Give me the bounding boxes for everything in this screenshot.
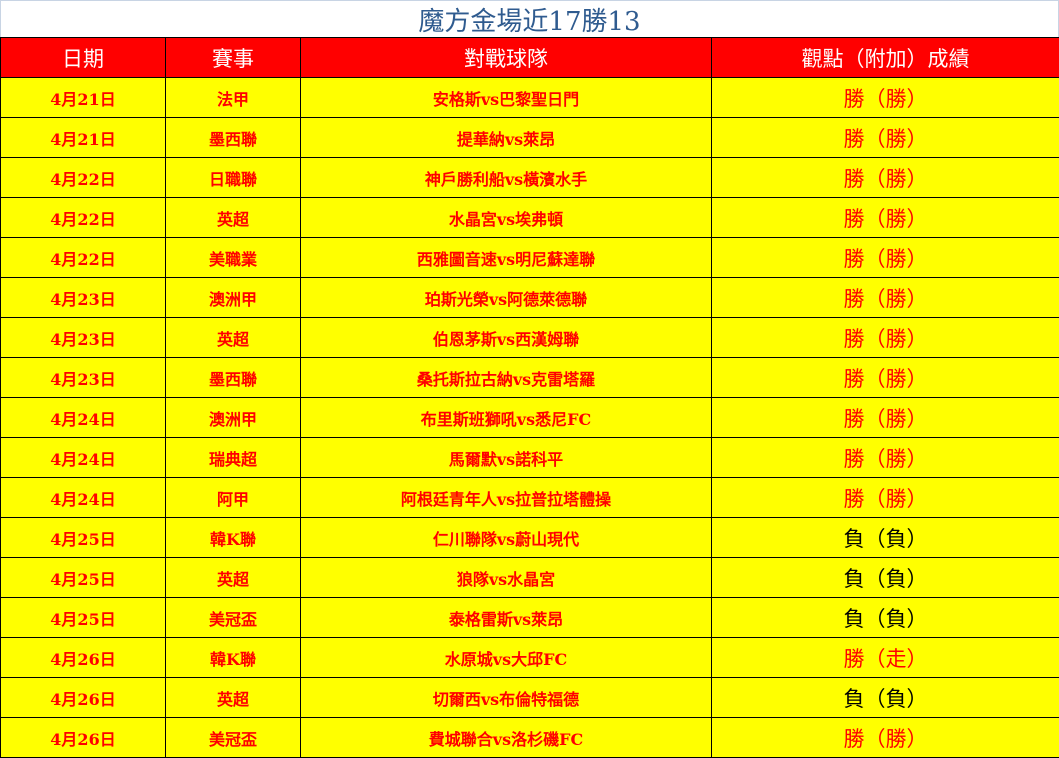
league-cell: 英超 — [166, 198, 301, 238]
league-cell: 英超 — [166, 318, 301, 358]
result-cell: 勝（勝） — [712, 718, 1059, 758]
date-cell: 4月25日 — [1, 598, 166, 638]
result-cell: 勝（勝） — [712, 358, 1059, 398]
result-cell: 勝（勝） — [712, 398, 1059, 438]
league-cell: 韓K聯 — [166, 518, 301, 558]
table-row: 4月24日阿甲阿根廷青年人vs拉普拉塔體操勝（勝） — [1, 478, 1059, 518]
header-league: 賽事 — [166, 38, 301, 78]
result-cell: 勝（勝） — [712, 78, 1059, 118]
date-cell: 4月24日 — [1, 438, 166, 478]
table-row: 4月22日美職業西雅圖音速vs明尼蘇達聯勝（勝） — [1, 238, 1059, 278]
result-cell: 勝（勝） — [712, 118, 1059, 158]
result-cell: 勝（勝） — [712, 198, 1059, 238]
match-cell: 神戶勝利船vs橫濱水手 — [301, 158, 712, 198]
match-cell: 珀斯光榮vs阿德萊德聯 — [301, 278, 712, 318]
match-cell: 水原城vs大邱FC — [301, 638, 712, 678]
result-cell: 負（負） — [712, 598, 1059, 638]
date-cell: 4月22日 — [1, 158, 166, 198]
result-cell: 勝（勝） — [712, 318, 1059, 358]
result-cell: 負（負） — [712, 518, 1059, 558]
table-row: 4月25日美冠盃泰格雷斯vs萊昂負（負） — [1, 598, 1059, 638]
header-match: 對戰球隊 — [301, 38, 712, 78]
match-cell: 阿根廷青年人vs拉普拉塔體操 — [301, 478, 712, 518]
date-cell: 4月23日 — [1, 318, 166, 358]
date-cell: 4月24日 — [1, 398, 166, 438]
league-cell: 澳洲甲 — [166, 278, 301, 318]
results-table: 日期 賽事 對戰球隊 觀點（附加）成績 4月21日法甲安格斯vs巴黎聖日門勝（勝… — [0, 37, 1059, 758]
result-cell: 勝（勝） — [712, 278, 1059, 318]
match-cell: 仁川聯隊vs蔚山現代 — [301, 518, 712, 558]
match-cell: 西雅圖音速vs明尼蘇達聯 — [301, 238, 712, 278]
table-row: 4月23日澳洲甲珀斯光榮vs阿德萊德聯勝（勝） — [1, 278, 1059, 318]
table-row: 4月24日瑞典超馬爾默vs諾科平勝（勝） — [1, 438, 1059, 478]
match-cell: 桑托斯拉古納vs克雷塔羅 — [301, 358, 712, 398]
league-cell: 美冠盃 — [166, 718, 301, 758]
league-cell: 美職業 — [166, 238, 301, 278]
result-cell: 勝（勝） — [712, 438, 1059, 478]
table-row: 4月25日英超狼隊vs水晶宮負（負） — [1, 558, 1059, 598]
league-cell: 韓K聯 — [166, 638, 301, 678]
header-date: 日期 — [1, 38, 166, 78]
league-cell: 墨西聯 — [166, 118, 301, 158]
match-cell: 狼隊vs水晶宮 — [301, 558, 712, 598]
table-row: 4月21日墨西聯提華納vs萊昂勝（勝） — [1, 118, 1059, 158]
date-cell: 4月26日 — [1, 718, 166, 758]
match-cell: 費城聯合vs洛杉磯FC — [301, 718, 712, 758]
match-cell: 伯恩茅斯vs西漢姆聯 — [301, 318, 712, 358]
page-title: 魔方金場近17勝13 — [0, 0, 1059, 37]
result-cell: 勝（勝） — [712, 158, 1059, 198]
match-cell: 提華納vs萊昂 — [301, 118, 712, 158]
league-cell: 法甲 — [166, 78, 301, 118]
table-row: 4月23日英超伯恩茅斯vs西漢姆聯勝（勝） — [1, 318, 1059, 358]
league-cell: 英超 — [166, 558, 301, 598]
league-cell: 澳洲甲 — [166, 398, 301, 438]
table-header-row: 日期 賽事 對戰球隊 觀點（附加）成績 — [1, 38, 1059, 78]
league-cell: 美冠盃 — [166, 598, 301, 638]
match-cell: 馬爾默vs諾科平 — [301, 438, 712, 478]
date-cell: 4月22日 — [1, 198, 166, 238]
date-cell: 4月22日 — [1, 238, 166, 278]
league-cell: 墨西聯 — [166, 358, 301, 398]
table-row: 4月22日日職聯神戶勝利船vs橫濱水手勝（勝） — [1, 158, 1059, 198]
result-cell: 負（負） — [712, 678, 1059, 718]
match-cell: 安格斯vs巴黎聖日門 — [301, 78, 712, 118]
result-cell: 負（負） — [712, 558, 1059, 598]
league-cell: 英超 — [166, 678, 301, 718]
match-cell: 水晶宮vs埃弗頓 — [301, 198, 712, 238]
date-cell: 4月23日 — [1, 278, 166, 318]
match-cell: 泰格雷斯vs萊昂 — [301, 598, 712, 638]
result-cell: 勝（勝） — [712, 238, 1059, 278]
match-cell: 布里斯班獅吼vs悉尼FC — [301, 398, 712, 438]
header-result: 觀點（附加）成績 — [712, 38, 1059, 78]
date-cell: 4月21日 — [1, 118, 166, 158]
table-row: 4月26日英超切爾西vs布倫特福德負（負） — [1, 678, 1059, 718]
table-row: 4月25日韓K聯仁川聯隊vs蔚山現代負（負） — [1, 518, 1059, 558]
league-cell: 阿甲 — [166, 478, 301, 518]
result-cell: 勝（勝） — [712, 478, 1059, 518]
table-row: 4月21日法甲安格斯vs巴黎聖日門勝（勝） — [1, 78, 1059, 118]
date-cell: 4月24日 — [1, 478, 166, 518]
league-cell: 瑞典超 — [166, 438, 301, 478]
table-row: 4月23日墨西聯桑托斯拉古納vs克雷塔羅勝（勝） — [1, 358, 1059, 398]
league-cell: 日職聯 — [166, 158, 301, 198]
table-row: 4月22日英超水晶宮vs埃弗頓勝（勝） — [1, 198, 1059, 238]
date-cell: 4月23日 — [1, 358, 166, 398]
match-cell: 切爾西vs布倫特福德 — [301, 678, 712, 718]
date-cell: 4月25日 — [1, 558, 166, 598]
date-cell: 4月21日 — [1, 78, 166, 118]
date-cell: 4月25日 — [1, 518, 166, 558]
date-cell: 4月26日 — [1, 638, 166, 678]
date-cell: 4月26日 — [1, 678, 166, 718]
result-cell: 勝（走） — [712, 638, 1059, 678]
